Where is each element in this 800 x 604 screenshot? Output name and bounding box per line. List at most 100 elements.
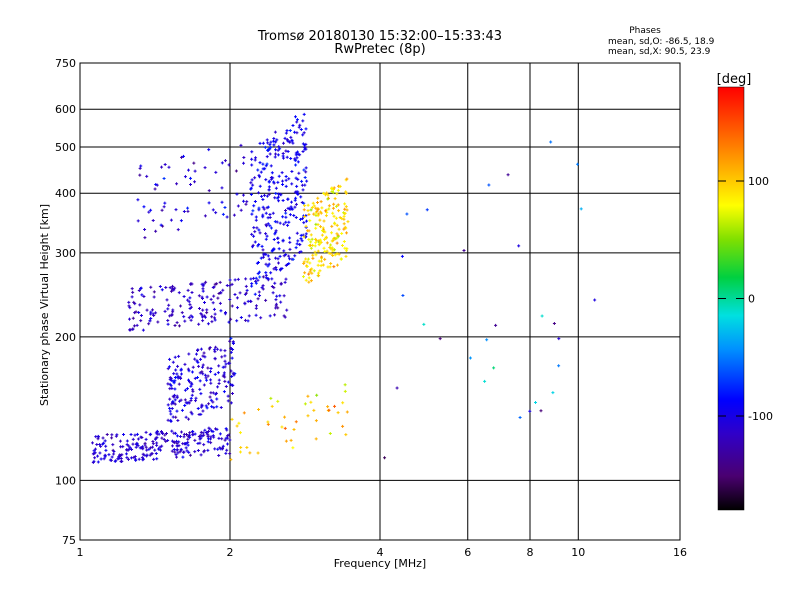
- data-point: [345, 208, 349, 212]
- data-point: [309, 400, 313, 404]
- data-point: [199, 430, 203, 434]
- data-point: [306, 257, 310, 261]
- data-point: [579, 207, 583, 211]
- data-point: [142, 294, 146, 298]
- data-point: [267, 262, 271, 266]
- x-tick-label: 8: [527, 546, 534, 559]
- data-point: [182, 432, 186, 436]
- data-point: [205, 311, 209, 315]
- data-point: [170, 312, 174, 316]
- data-point: [290, 200, 294, 204]
- data-point: [333, 197, 337, 201]
- data-point: [256, 168, 260, 172]
- data-point: [338, 215, 342, 219]
- data-point: [308, 219, 312, 223]
- data-point: [331, 191, 335, 195]
- data-point: [203, 166, 207, 170]
- data-point: [166, 307, 170, 311]
- data-point: [170, 449, 174, 453]
- data-point: [230, 282, 234, 286]
- data-point: [283, 280, 287, 284]
- data-point: [175, 182, 179, 186]
- data-point: [179, 368, 183, 372]
- data-point: [131, 437, 135, 441]
- data-point: [209, 398, 213, 402]
- data-point: [262, 253, 266, 257]
- data-point: [282, 314, 286, 318]
- data-point: [343, 225, 347, 229]
- data-point: [245, 200, 249, 204]
- y-tick-label: 300: [55, 247, 76, 260]
- data-point: [297, 125, 301, 129]
- data-point: [277, 247, 281, 251]
- data-point: [139, 319, 143, 323]
- data-point: [254, 304, 258, 308]
- data-point: [327, 204, 331, 208]
- data-point: [289, 135, 293, 139]
- y-tick-label: 400: [55, 187, 76, 200]
- data-point: [96, 460, 100, 464]
- data-point: [273, 232, 277, 236]
- data-point: [290, 139, 294, 143]
- data-point: [166, 403, 170, 407]
- data-point: [250, 284, 254, 288]
- data-point: [282, 249, 286, 253]
- y-tick-label: 200: [55, 331, 76, 344]
- data-point: [253, 200, 257, 204]
- data-point: [303, 402, 307, 406]
- data-point: [223, 365, 227, 369]
- data-point: [228, 278, 232, 282]
- data-point: [213, 316, 217, 320]
- data-point: [179, 372, 183, 376]
- data-point: [179, 398, 183, 402]
- data-point: [140, 293, 144, 297]
- data-point: [343, 211, 347, 215]
- data-point: [284, 215, 288, 219]
- data-point: [189, 398, 193, 402]
- data-point: [135, 442, 139, 446]
- data-point: [236, 204, 240, 208]
- data-point: [344, 190, 348, 194]
- data-point: [307, 276, 311, 280]
- data-point: [228, 297, 232, 301]
- data-point: [223, 159, 227, 163]
- data-point: [288, 236, 292, 240]
- data-point: [126, 457, 130, 461]
- data-point: [198, 387, 202, 391]
- data-point: [223, 359, 227, 363]
- data-point: [197, 306, 201, 310]
- data-point: [229, 317, 233, 321]
- data-point: [184, 442, 188, 446]
- data-point: [167, 365, 171, 369]
- data-point: [92, 449, 96, 453]
- data-point: [197, 294, 201, 298]
- data-point: [198, 379, 202, 383]
- data-point: [528, 409, 532, 413]
- data-points: [90, 112, 597, 464]
- data-point: [152, 457, 156, 461]
- data-point: [155, 457, 159, 461]
- data-point: [250, 232, 254, 236]
- data-point: [217, 364, 221, 368]
- data-point: [269, 164, 273, 168]
- data-point: [177, 440, 181, 444]
- data-point: [238, 431, 242, 435]
- data-point: [168, 314, 172, 318]
- data-point: [210, 320, 214, 324]
- data-point: [158, 285, 162, 289]
- data-point: [172, 288, 176, 292]
- data-point: [127, 317, 131, 321]
- data-point: [310, 237, 314, 241]
- data-point: [239, 143, 243, 147]
- data-point: [208, 437, 212, 441]
- data-point: [303, 214, 307, 218]
- data-point: [96, 434, 100, 438]
- data-point: [288, 247, 292, 251]
- data-point: [264, 164, 268, 168]
- data-point: [270, 284, 274, 288]
- data-point: [342, 217, 346, 221]
- data-point: [266, 254, 270, 258]
- data-point: [110, 455, 114, 459]
- data-point: [224, 385, 228, 389]
- data-point: [174, 453, 178, 457]
